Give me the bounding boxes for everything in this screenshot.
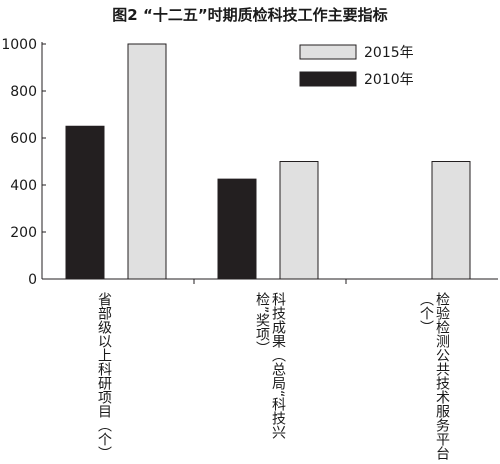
legend: 2015年 2010年	[299, 44, 414, 88]
category-label-research-projects: 省部级以上科研项目（个）	[96, 292, 112, 460]
chart-title: 图2 “十二五”时期质检科技工作主要指标	[112, 6, 388, 24]
y-tick-label: 800	[10, 84, 37, 100]
category-label-testing-platforms: 检验检测公共技术服务平台（个）	[418, 292, 450, 460]
bar-2015	[127, 43, 167, 280]
bars	[65, 43, 471, 280]
legend-swatch	[299, 44, 357, 60]
y-tick-label: 200	[10, 225, 37, 241]
y-tick-label: 400	[10, 178, 37, 194]
bar-2015	[279, 161, 319, 280]
bar-2010	[217, 178, 257, 280]
legend-swatch	[299, 71, 357, 87]
bar-2010	[65, 125, 105, 280]
legend-label: 2010年	[364, 72, 414, 88]
y-tick-label: 600	[10, 131, 37, 147]
legend-label: 2015年	[364, 45, 414, 61]
axes: 0 200 400 600 800 1000	[1, 37, 498, 288]
category-label-sci-tech-awards: 科技成果（总局“科技兴检”奖项）	[254, 292, 286, 440]
y-tick-label: 0	[28, 272, 37, 288]
y-tick-label: 1000	[1, 37, 37, 53]
bar-2015	[431, 161, 471, 280]
